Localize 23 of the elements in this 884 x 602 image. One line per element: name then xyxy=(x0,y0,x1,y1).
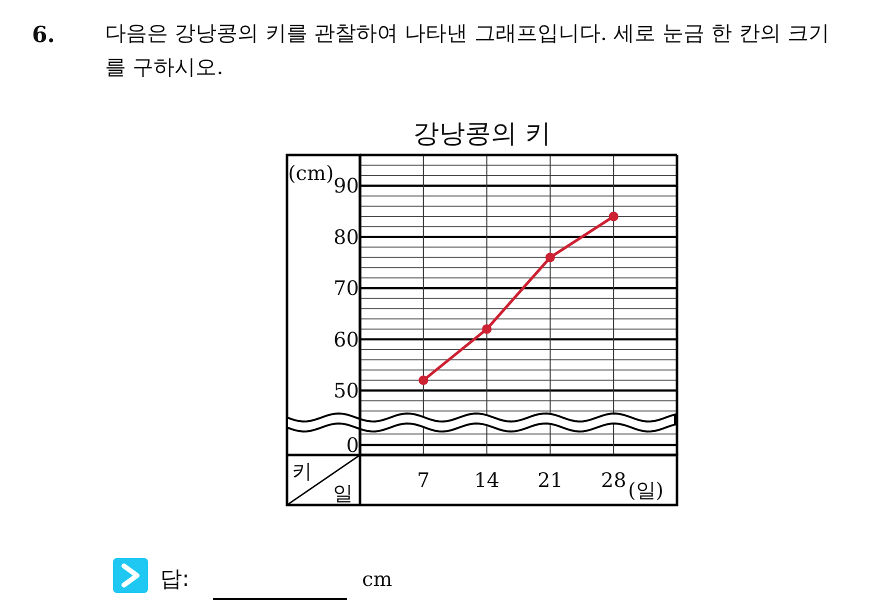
x-axis-title: 일 xyxy=(333,481,353,505)
point xyxy=(608,212,618,222)
text: 6. xyxy=(32,22,55,48)
text: (cm) xyxy=(288,161,334,185)
x-tick-label: 14 xyxy=(474,468,500,492)
y-tick-label: 90 xyxy=(334,174,359,198)
x-tick-label: 21 xyxy=(537,468,563,492)
x-tick-label: 7 xyxy=(417,468,430,492)
y-tick-label: 60 xyxy=(334,327,359,352)
y-axis-title: 키 xyxy=(292,459,312,483)
text: 다음은 강낭콩의 키를 관찰하여 나타낸 그래프입니다. 세로 눈금 한 칸의 크기를 구하시오. xyxy=(105,20,830,81)
y-tick-label: 70 xyxy=(334,276,359,300)
text: 답: xyxy=(160,567,190,592)
text: (일) xyxy=(628,478,664,502)
text: cm xyxy=(362,567,392,591)
text: 0 xyxy=(346,433,359,457)
chart-title: 강낭콩의 키 xyxy=(412,119,552,149)
y-tick-label: 50 xyxy=(334,378,359,403)
point xyxy=(545,252,555,262)
point xyxy=(418,375,428,386)
point xyxy=(482,324,492,334)
x-tick-label: 28 xyxy=(600,468,626,492)
y-tick-label: 80 xyxy=(334,224,359,249)
